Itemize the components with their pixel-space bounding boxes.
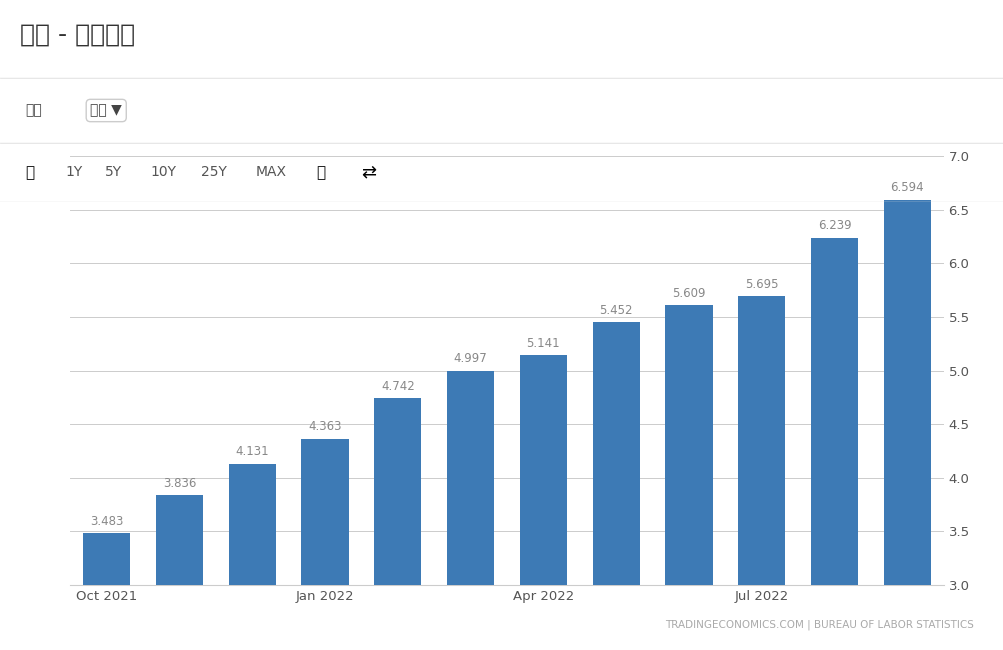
Bar (592, 322, 639, 650)
Text: 4.997: 4.997 (453, 352, 487, 365)
Bar (520, 356, 567, 650)
Text: 6.594: 6.594 (890, 181, 923, 194)
Bar (883, 200, 930, 650)
Text: 5.141: 5.141 (527, 337, 560, 350)
Text: TRADINGECONOMICS.COM | BUREAU OF LABOR STATISTICS: TRADINGECONOMICS.COM | BUREAU OF LABOR S… (664, 620, 973, 630)
Text: 5.609: 5.609 (672, 287, 705, 300)
Text: 下载 ▼: 下载 ▼ (90, 103, 122, 118)
Text: 📅: 📅 (25, 164, 34, 180)
Text: 5.452: 5.452 (599, 304, 632, 317)
Bar (810, 238, 858, 650)
Text: 摘要: 摘要 (25, 103, 42, 118)
Bar (229, 463, 276, 650)
Text: 6.239: 6.239 (817, 219, 851, 232)
Text: ⇄: ⇄ (361, 163, 376, 181)
Bar (737, 296, 784, 650)
Text: 25Y: 25Y (201, 165, 227, 179)
Text: 4.742: 4.742 (380, 380, 414, 393)
Text: 4.363: 4.363 (308, 421, 341, 434)
Text: 5.695: 5.695 (744, 278, 777, 291)
Text: 5Y: 5Y (105, 165, 122, 179)
Text: 📊: 📊 (316, 164, 325, 180)
Bar (374, 398, 421, 650)
Text: 4.131: 4.131 (236, 445, 269, 458)
Text: MAX: MAX (256, 165, 287, 179)
Bar (301, 439, 348, 650)
Text: 1Y: 1Y (65, 165, 82, 179)
Bar (155, 495, 203, 650)
Text: 3.836: 3.836 (162, 477, 196, 490)
Bar (446, 370, 493, 650)
Bar (665, 306, 712, 650)
Bar (83, 533, 130, 650)
Text: 10Y: 10Y (150, 165, 177, 179)
Text: 3.483: 3.483 (90, 515, 123, 528)
Text: 美国 - 租金通胀: 美国 - 租金通胀 (20, 23, 135, 47)
